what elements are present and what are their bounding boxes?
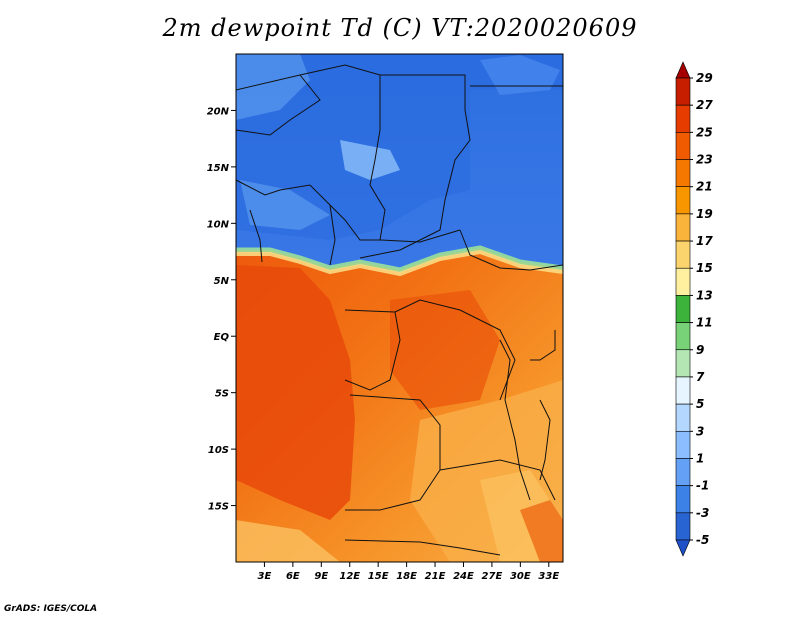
colorbar-segment [675, 267, 691, 296]
colorbar-label: 5 [696, 397, 704, 411]
field-layer [236, 54, 563, 562]
colorbar-segment [675, 295, 691, 323]
colorbar-label: -5 [696, 533, 709, 547]
lon-tick-label: 21E [425, 571, 446, 582]
lon-tick-label: 15E [368, 571, 389, 582]
colorbar-segment [675, 132, 691, 160]
lon-tick-label: 9E [314, 571, 328, 582]
map-title: 2m dewpoint Td (C) VT:2020020609 [162, 14, 638, 42]
colorbar-segment [675, 376, 691, 405]
colorbar-label: 29 [696, 71, 713, 85]
colorbar-segment [675, 159, 691, 188]
colorbar-label: -3 [696, 506, 709, 520]
colorbar-label: 21 [696, 180, 713, 194]
colorbar: 29 27 25 23 21 19 17 15 13 11 9 7 5 3 1 -1 -3 -5 [675, 61, 713, 557]
colorbar-label: -1 [696, 479, 709, 493]
lat-tick-label: 15N [207, 163, 230, 174]
lon-tick-label: 33E [538, 571, 559, 582]
colorbar-label: 13 [696, 288, 713, 302]
colorbar-label: 11 [696, 316, 713, 330]
colorbar-label: 25 [696, 125, 713, 139]
lat-tick-label: EQ [214, 332, 230, 343]
lat-axis: 20N 15N 10N 5N EQ 5S 10S 15S [207, 106, 236, 513]
lon-tick-label: 30E [510, 571, 531, 582]
colorbar-segment [675, 403, 691, 432]
lon-axis: 3E 6E 9E 12E 15E 18E 21E 24E 27E 30E 33E [258, 562, 559, 582]
colorbar-segment [675, 485, 691, 514]
colorbar-segment [675, 240, 691, 269]
lat-tick-label: 10N [207, 219, 230, 230]
colorbar-max-arrow [675, 61, 691, 79]
colorbar-segment [675, 458, 691, 486]
colorbar-segment [675, 512, 691, 541]
colorbar-label: 15 [696, 261, 713, 275]
colorbar-label: 23 [696, 153, 713, 167]
colorbar-label: 7 [696, 370, 705, 384]
lon-tick-label: 24E [453, 571, 474, 582]
colorbar-label: 27 [696, 98, 713, 112]
lat-tick-label: 10S [208, 445, 229, 456]
lat-tick-label: 15S [208, 502, 229, 513]
colorbar-segment [675, 77, 691, 106]
grads-credit: GrADS: IGES/COLA [4, 604, 98, 614]
colorbar-segment [675, 322, 691, 351]
colorbar-label: 3 [696, 424, 704, 438]
lon-tick-label: 6E [286, 571, 300, 582]
colorbar-label: 9 [696, 343, 704, 357]
colorbar-segment [675, 213, 691, 242]
lon-tick-label: 18E [396, 571, 417, 582]
country-borders [236, 64, 563, 556]
lat-tick-label: 5S [215, 389, 229, 400]
colorbar-label: 1 [696, 451, 704, 465]
colorbar-segment [675, 349, 691, 378]
colorbar-segment [675, 186, 691, 215]
colorbar-min-arrow [675, 539, 691, 557]
colorbar-segment [675, 104, 691, 133]
colorbar-segment [675, 430, 691, 459]
lon-tick-label: 3E [258, 571, 272, 582]
lon-tick-label: 12E [339, 571, 360, 582]
lat-tick-label: 20N [207, 106, 230, 117]
lat-tick-label: 5N [214, 276, 230, 287]
colorbar-label: 19 [696, 207, 713, 221]
colorbar-label: 17 [696, 234, 713, 248]
lon-tick-label: 27E [482, 571, 503, 582]
plot-frame [235, 53, 564, 563]
